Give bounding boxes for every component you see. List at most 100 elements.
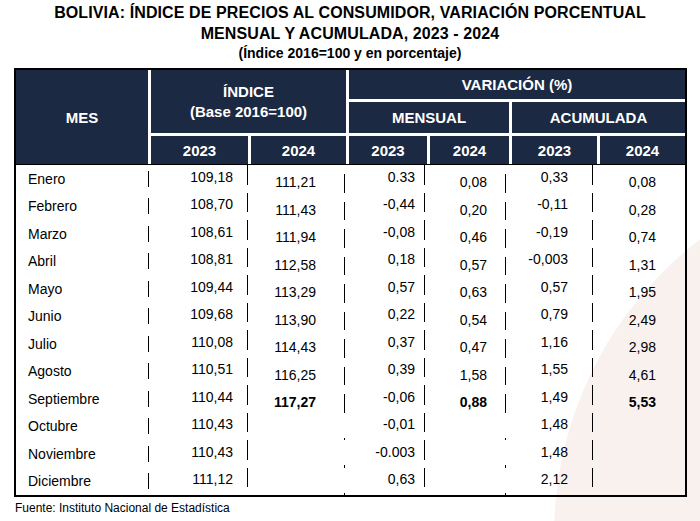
cell-month: Abril [16,253,149,269]
cell-value: 0,28 [593,202,679,221]
cell-value: 114,43 [248,339,345,358]
cell-value: 113,29 [248,284,345,303]
cell-value: 116,25 [248,367,345,386]
header-variacion: VARIACIÓN (%) [349,70,685,99]
table-header: MES ÍNDICE (Base 2016=100) VARIACIÓN (%)… [16,70,685,164]
cell-value: 5,53 [593,394,679,413]
cell-value: 2,12 [506,468,593,488]
cell-value [248,493,345,496]
cell-month: Mayo [16,281,149,297]
page-title-line2: MENSUAL Y ACUMULADA, 2023 - 2024 [0,23,700,44]
header-year-indice-2024: 2024 [251,136,346,164]
header-year-acumulada-2024: 2024 [600,136,685,164]
cell-value: 1,95 [593,284,679,303]
header-year-mensual-2024: 2024 [430,136,509,164]
page-title-line1: BOLIVIA: ÍNDICE DE PRECIOS AL CONSUMIDOR… [0,2,700,23]
cell-value: 1,16 [506,330,593,350]
cell-value [593,465,679,468]
cell-value: -0,44 [345,193,425,213]
cell-value: 1,49 [506,385,593,405]
cell-month: Agosto [16,363,149,379]
cell-value: 0,54 [425,312,506,331]
cell-month: Diciembre [16,473,149,489]
cell-value: 108,70 [149,193,248,213]
cell-month: Noviembre [16,446,149,462]
cell-value: 112,58 [248,257,345,276]
title-block: BOLIVIA: ÍNDICE DE PRECIOS AL CONSUMIDOR… [0,2,700,63]
cell-value: 108,61 [149,220,248,240]
cell-value: 109,68 [149,303,248,323]
cell-value: 2,98 [593,339,679,358]
cell-month: Julio [16,336,149,352]
header-indice-line1: ÍNDICE [223,82,274,102]
cell-value: 109,18 [149,165,248,185]
cell-value: 111,12 [149,468,248,488]
cell-value: -0,11 [506,193,593,213]
cell-value: -0,08 [345,220,425,240]
cell-value [593,438,679,441]
cell-month: Febrero [16,198,149,214]
cell-value: 117,27 [248,394,345,413]
cell-value: -0.003 [345,440,425,460]
cell-value [425,465,506,468]
cell-value: 2,49 [593,312,679,331]
cell-value: -0,01 [345,413,425,433]
cell-value: 109,44 [149,275,248,295]
cell-value: 0,57 [345,275,425,295]
page: BOLIVIA: ÍNDICE DE PRECIOS AL CONSUMIDOR… [0,0,700,521]
cell-month: Junio [16,308,149,324]
cell-value: 110,51 [149,358,248,378]
cell-value: 108,81 [149,248,248,268]
cell-value: 111,21 [248,174,345,193]
cell-value: 0,08 [593,174,679,193]
cell-value: 0,33 [506,165,593,185]
cell-value: 113,90 [248,312,345,331]
cell-value: 0,74 [593,229,679,248]
cell-value: 0,57 [506,275,593,295]
cell-value: 4,61 [593,367,679,386]
cell-value: 0,39 [345,358,425,378]
header-year-acumulada-2023: 2023 [512,136,597,164]
cell-value: 110,43 [149,440,248,460]
ipc-table: MES ÍNDICE (Base 2016=100) VARIACIÓN (%)… [14,68,687,497]
cell-value [248,438,345,441]
cell-value: 0,47 [425,339,506,358]
cell-value: 0,22 [345,303,425,323]
cell-value: -0,003 [506,248,593,268]
cell-value: 1,48 [506,440,593,460]
cell-value: 111,43 [248,202,345,221]
cell-value: 110,08 [149,330,248,350]
cell-month: Enero [16,171,149,187]
page-subtitle: (Índice 2016=100 y en porcentaje) [0,44,700,63]
cell-value: 0,20 [425,202,506,221]
cell-value: -0,19 [506,220,593,240]
header-mensual: MENSUAL [349,102,509,133]
cell-value: 1,31 [593,257,679,276]
cell-value: 0,37 [345,330,425,350]
cell-value: 1,48 [506,413,593,433]
cell-value: 0,88 [425,394,506,413]
cell-value: 0,63 [425,284,506,303]
header-acumulada: ACUMULADA [512,102,685,133]
cell-value [425,438,506,441]
cell-value: 0,46 [425,229,506,248]
cell-value: 111,94 [248,229,345,248]
cell-value: 1,55 [506,358,593,378]
table-body: Enero109,18111,210.330,080,330,08Febrero… [16,164,685,495]
cell-value: 0,08 [425,174,506,193]
header-year-indice-2023: 2023 [151,136,248,164]
cell-value: 0,18 [345,248,425,268]
cell-value: 110,44 [149,385,248,405]
cell-value: 1,58 [425,367,506,386]
header-mes: MES [16,70,148,164]
source-note: Fuente: Instituto Nacional de Estadístic… [15,501,230,515]
cell-value: 0,63 [345,468,425,488]
cell-value: 0.33 [345,165,425,185]
cell-value: 0,79 [506,303,593,323]
cell-value [248,465,345,468]
header-year-mensual-2023: 2023 [349,136,427,164]
cell-value: 0,57 [425,257,506,276]
cell-value: -0,06 [345,385,425,405]
cell-month: Marzo [16,226,149,242]
cell-month: Septiembre [16,391,149,407]
